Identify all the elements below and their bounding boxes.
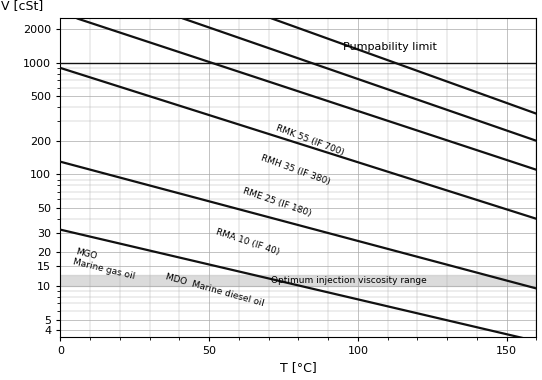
- Text: MDO  Marine diesel oil: MDO Marine diesel oil: [164, 273, 265, 309]
- Text: RMA 10 (IF 40): RMA 10 (IF 40): [215, 228, 281, 257]
- Y-axis label: V [cSt]: V [cSt]: [1, 0, 43, 12]
- Text: RME 25 (IF 180): RME 25 (IF 180): [242, 187, 313, 218]
- Text: RMK 55 (IF 700): RMK 55 (IF 700): [275, 124, 345, 157]
- Text: Pumpability limit: Pumpability limit: [343, 42, 437, 52]
- Text: Optimum injection viscosity range: Optimum injection viscosity range: [271, 276, 427, 285]
- Text: RMH 35 (IF 380): RMH 35 (IF 380): [260, 153, 331, 187]
- Text: MGO
Marine gas oil: MGO Marine gas oil: [72, 247, 138, 281]
- X-axis label: T [°C]: T [°C]: [280, 361, 317, 374]
- Bar: [60, 275, 537, 286]
